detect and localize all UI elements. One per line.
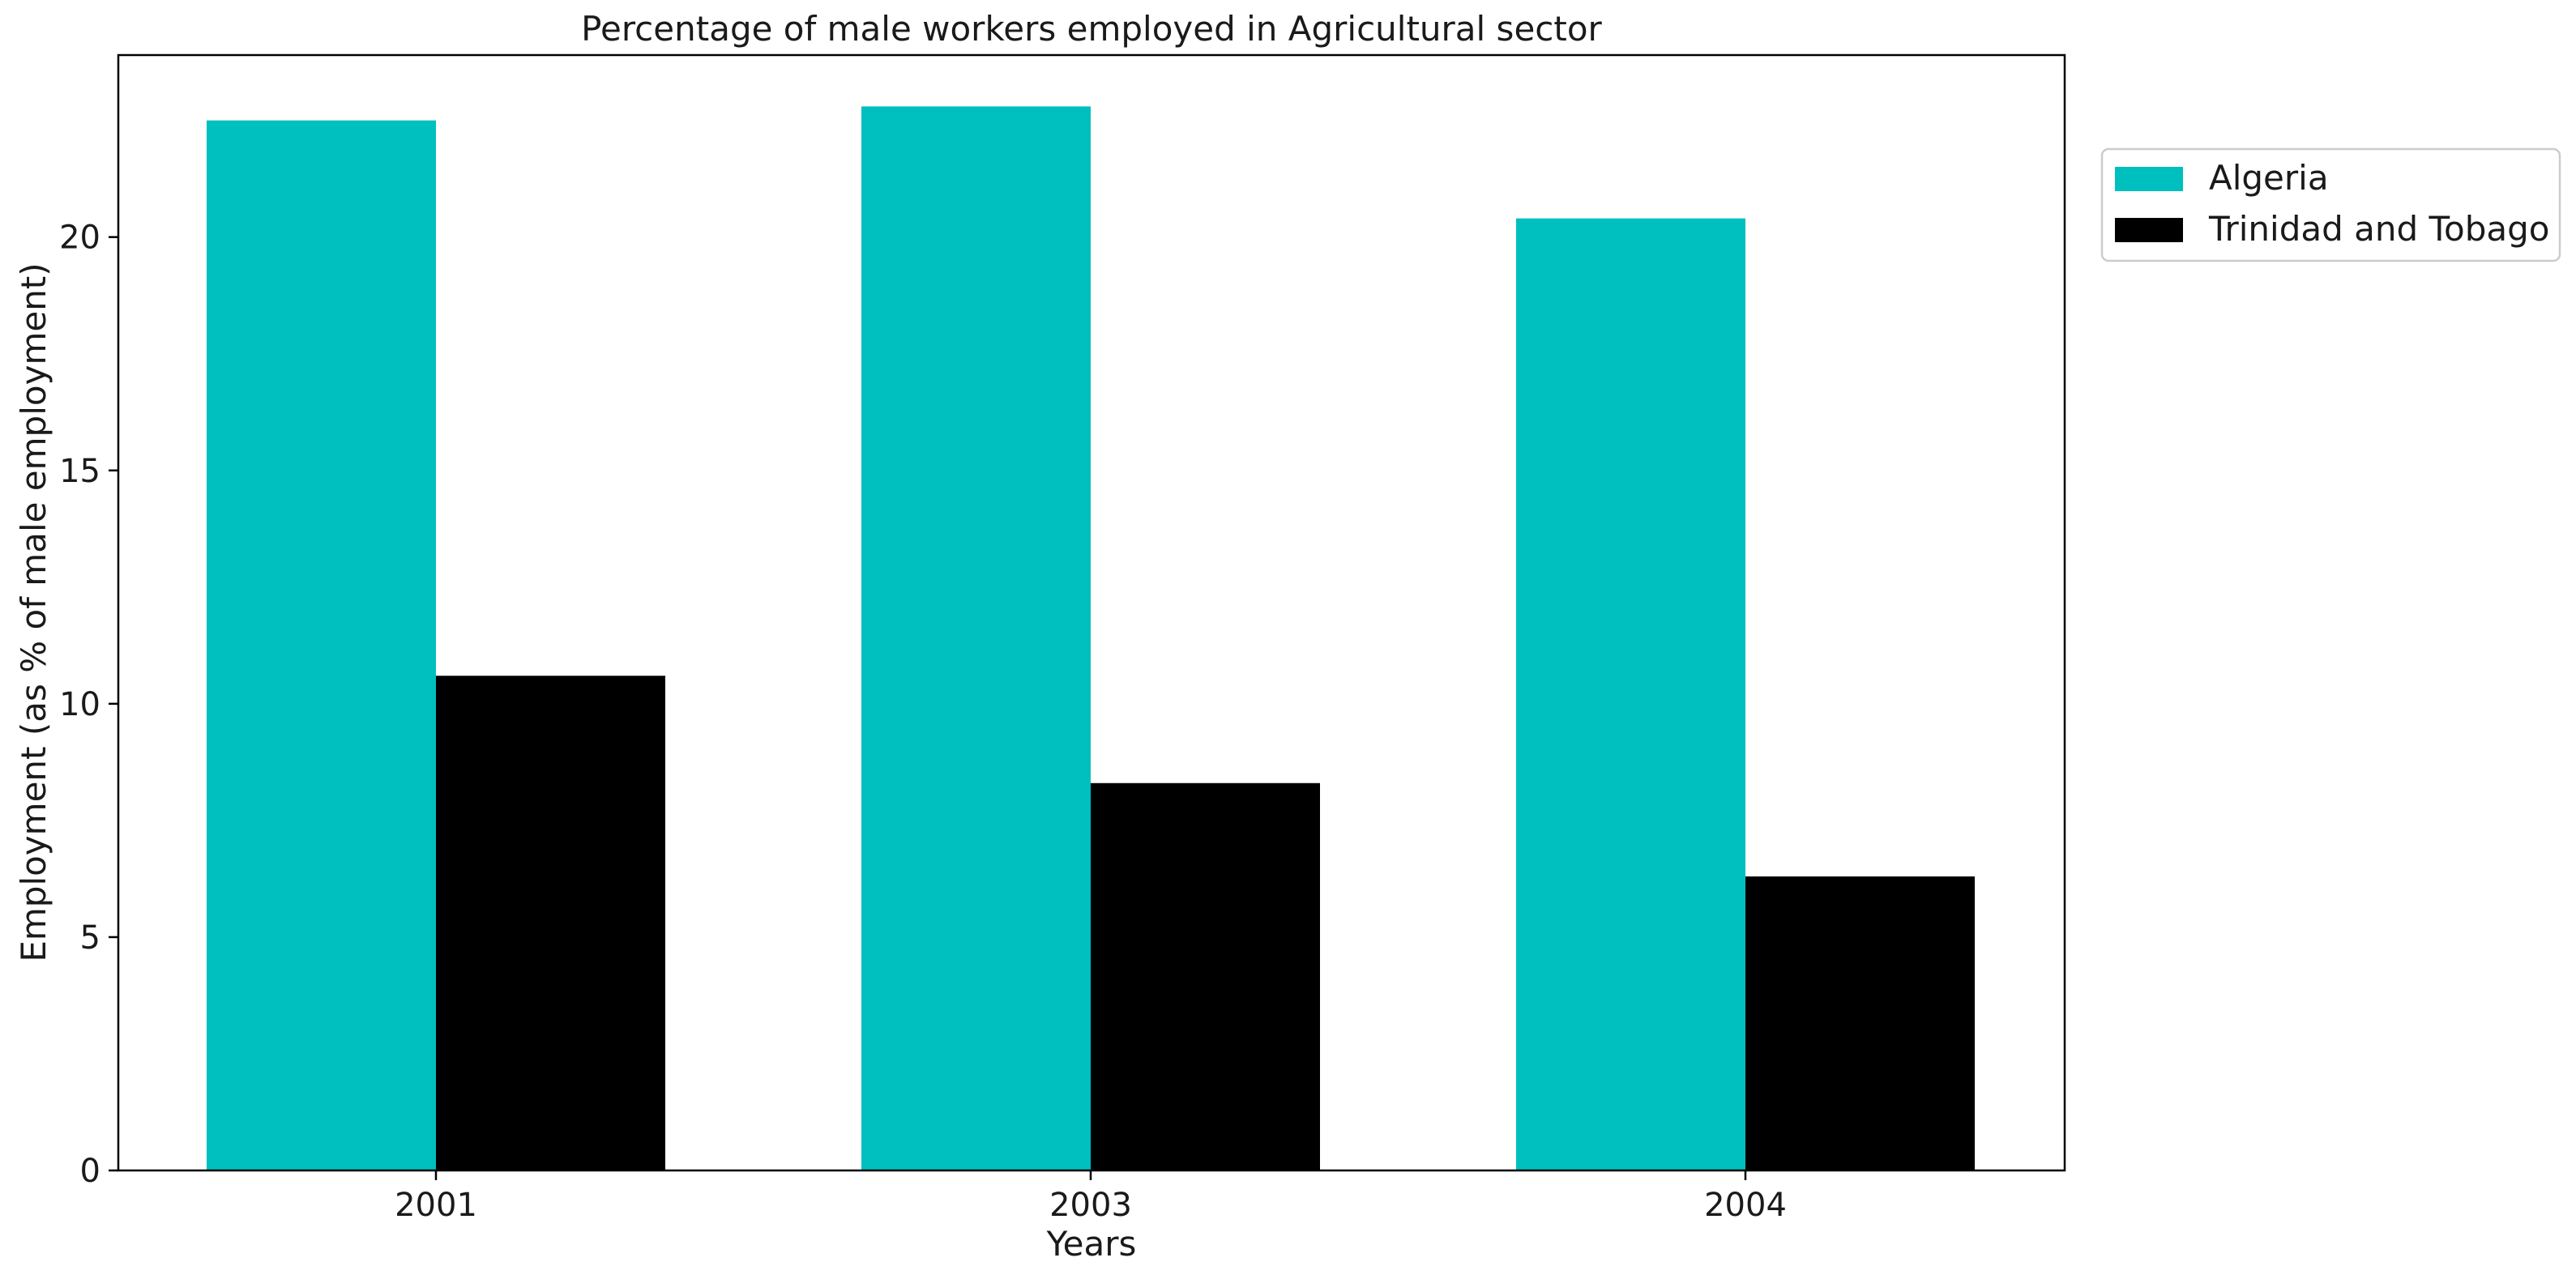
y-tick-label: 5 — [80, 919, 100, 957]
y-tick-label: 15 — [59, 453, 100, 490]
bar-trinidad-and-tobago-2004 — [1745, 876, 1975, 1170]
x-axis: 2001 2003 2004 — [395, 1170, 1787, 1224]
bar-trinidad-and-tobago-2001 — [436, 676, 665, 1170]
bars-layer — [207, 106, 1975, 1170]
legend-box — [2100, 147, 2561, 262]
chart-title: Percentage of male workers employed in A… — [581, 9, 1602, 49]
legend-label-trinidad-and-tobago: Trinidad and Tobago — [2208, 209, 2549, 249]
bar-trinidad-and-tobago-2003 — [1091, 782, 1320, 1170]
bar-algeria-2003 — [861, 106, 1091, 1170]
legend-label-algeria: Algeria — [2209, 158, 2329, 198]
y-axis: 0 5 10 15 20 — [59, 220, 118, 1190]
x-tick-label: 2001 — [395, 1187, 477, 1224]
y-tick-label: 20 — [59, 220, 100, 257]
y-axis-label: Employment (as % of male employment) — [14, 262, 53, 961]
x-tick-label: 2004 — [1704, 1187, 1787, 1224]
legend-swatch-trinidad-and-tobago — [2115, 218, 2183, 242]
legend-swatch-algeria — [2115, 167, 2183, 191]
bar-algeria-2001 — [207, 120, 436, 1170]
x-axis-label: Years — [1046, 1224, 1137, 1264]
y-tick-label: 10 — [59, 686, 100, 723]
x-tick-label: 2003 — [1049, 1187, 1132, 1224]
bar-algeria-2004 — [1516, 218, 1745, 1170]
y-tick-label: 0 — [80, 1153, 100, 1190]
legend: Algeria Trinidad and Tobago — [2100, 147, 2561, 262]
